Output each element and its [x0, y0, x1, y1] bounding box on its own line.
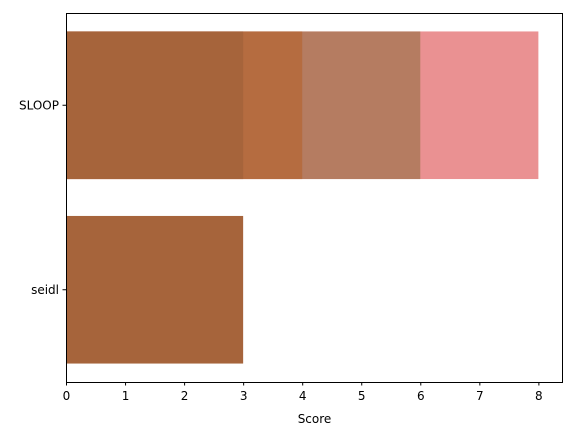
plot-area-frame — [66, 13, 563, 383]
bar-sloop-3 — [66, 31, 244, 180]
x-tick-label: 5 — [358, 389, 366, 403]
x-tick-label: 8 — [535, 389, 543, 403]
x-axis-label: Score — [298, 412, 332, 426]
x-tick-label: 6 — [417, 389, 425, 403]
bar-seidl-3 — [66, 215, 244, 364]
y-axis: SLOOP seidl — [19, 98, 66, 297]
x-tick-label: 7 — [476, 389, 484, 403]
x-tick-label: 2 — [181, 389, 189, 403]
bars-layer — [66, 31, 539, 364]
y-tick-label: SLOOP — [19, 98, 59, 112]
x-tick-label: 1 — [122, 389, 130, 403]
x-tick-label: 0 — [63, 389, 71, 403]
x-tick-label: 4 — [299, 389, 307, 403]
y-tick-label: seidl — [31, 283, 59, 297]
x-tick-label: 3 — [240, 389, 248, 403]
x-axis: 0 1 2 3 4 5 6 7 8 — [63, 382, 543, 403]
